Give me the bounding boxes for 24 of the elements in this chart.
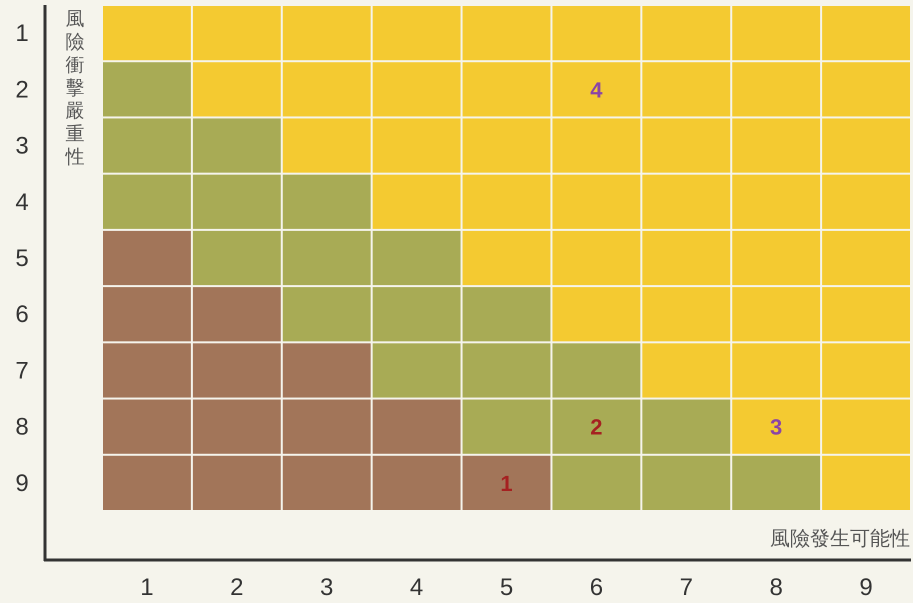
y-tick-label: 2 [15, 76, 29, 104]
x-tick-label: 4 [410, 574, 424, 601]
y-tick-label: 3 [15, 132, 29, 160]
x-tick-label: 8 [769, 574, 783, 601]
y-tick-label: 7 [15, 357, 29, 384]
annotation: 1 [500, 470, 513, 496]
y-tick-label: 6 [15, 301, 29, 328]
x-tick-label: 5 [500, 574, 514, 601]
y-tick-label: 1 [15, 20, 29, 48]
y-axis-title: 風險衝擊嚴重性 [64, 9, 84, 168]
x-tick-label: 2 [230, 574, 244, 601]
x-tick-label: 3 [320, 574, 334, 601]
y-tick-label: 9 [15, 470, 29, 497]
x-tick-label: 1 [140, 574, 154, 601]
x-axis-title: 風險發生可能性 [770, 528, 910, 550]
x-tick-label: 6 [590, 574, 604, 601]
annotation: 4 [590, 77, 604, 102]
y-tick-label: 5 [15, 245, 29, 272]
y-tick-label: 8 [15, 414, 29, 441]
x-tick-label: 9 [859, 574, 873, 601]
x-tick-label: 7 [680, 574, 693, 601]
y-tick-label: 4 [15, 188, 29, 216]
annotation: 3 [770, 414, 782, 440]
annotation: 2 [590, 414, 603, 440]
